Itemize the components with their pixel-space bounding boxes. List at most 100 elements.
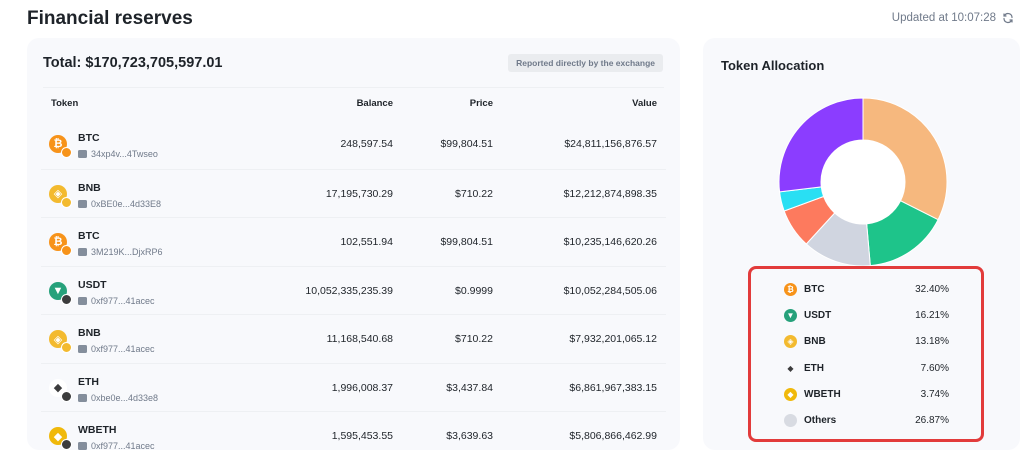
table-row[interactable]: ₿ BTC 3M219K...DjxRP6 102,551.94 $99,804…: [41, 217, 666, 266]
price-cell: $3,639.63: [446, 430, 493, 442]
table-header: Token Balance Price Value: [27, 90, 680, 120]
legend-percent: 7.60%: [920, 362, 949, 374]
price-cell: $3,437.84: [446, 381, 493, 394]
btc-icon: ₿: [784, 283, 797, 296]
token-symbol: BNB: [78, 181, 101, 194]
token-address[interactable]: 0xf977...41acec: [78, 296, 155, 306]
table-row[interactable]: ◆ WBETH 0xf977...41acec 1,595,453.55 $3,…: [41, 411, 666, 450]
balance-cell: 10,052,335,235.39: [305, 284, 393, 297]
eth-icon: ◆: [787, 363, 794, 373]
legend-name: WBETH: [804, 388, 841, 400]
wallet-icon: [78, 199, 87, 208]
column-header-price: Price: [469, 98, 493, 109]
token-symbol: WBETH: [78, 424, 117, 436]
price-cell: $710.22: [455, 333, 493, 345]
legend-name: ETH: [804, 362, 824, 374]
bnb-icon: ◈: [49, 330, 72, 353]
allocation-legend: ₿ BTC 32.40% ▼ USDT 16.21% ◈ BNB 13.18% …: [748, 266, 984, 442]
others-icon: [784, 414, 797, 427]
page-title: Financial reserves: [27, 8, 193, 29]
wallet-icon: [78, 150, 87, 158]
balance-cell: 17,195,730.29: [325, 187, 393, 200]
wbeth-icon: ◆: [49, 427, 72, 450]
table-body: ₿ BTC 34xp4v...4Twseo 248,597.54 $99,804…: [27, 120, 680, 450]
btc-icon: ₿: [49, 233, 72, 256]
address-text: 0xbe0e...4d33e8: [91, 392, 159, 403]
donut-hole: [821, 140, 905, 224]
address-text: 0xf977...41acec: [91, 295, 155, 306]
price-cell: $710.22: [455, 187, 493, 200]
value-cell: $12,212,874,898.35: [563, 187, 657, 200]
value-cell: $24,811,156,876.57: [564, 138, 657, 150]
value-cell: $10,235,146,620.26: [563, 236, 657, 248]
token-symbol: ETH: [78, 375, 99, 388]
address-text: 0xf977...41acec: [91, 441, 155, 450]
table-row[interactable]: ◆ ETH 0xbe0e...4d33e8 1,996,008.37 $3,43…: [41, 362, 666, 412]
legend-item-bnb[interactable]: ◈ BNB 13.18%: [784, 334, 949, 350]
eth-icon: ◆: [49, 378, 72, 402]
legend-item-others[interactable]: Others 26.87%: [784, 413, 949, 429]
token-address[interactable]: 0xf977...41acec: [78, 344, 155, 354]
price-cell: $99,804.51: [440, 236, 493, 248]
price-cell: $0.9999: [455, 284, 493, 297]
allocation-donut-chart: [778, 97, 948, 267]
token-address[interactable]: 0xf977...41acec: [78, 441, 155, 450]
value-cell: $5,806,866,462.99: [569, 430, 657, 442]
address-text: 0xBE0e...4d33E8: [91, 198, 162, 209]
table-row[interactable]: ◈ BNB 0xf977...41acec 11,168,540.68 $710…: [41, 314, 666, 363]
reserves-table-card: Total: $170,723,705,597.01 Reported dire…: [27, 38, 680, 450]
bnb-icon: ◈: [784, 335, 797, 349]
legend-percent: 16.21%: [915, 310, 949, 322]
bnb-icon: ◈: [49, 184, 72, 208]
legend-name: USDT: [804, 310, 832, 322]
wallet-icon: [78, 248, 87, 256]
column-header-value: Value: [632, 98, 657, 109]
refresh-icon[interactable]: [1002, 12, 1014, 24]
btc-icon: ₿: [49, 135, 72, 158]
token-symbol: USDT: [78, 278, 107, 291]
legend-percent: 26.87%: [915, 415, 949, 426]
price-cell: $99,804.51: [440, 138, 493, 150]
legend-item-btc[interactable]: ₿ BTC 32.40%: [784, 282, 949, 298]
updated-text: Updated at 10:07:28: [891, 12, 996, 24]
column-header-token: Token: [51, 98, 79, 109]
legend-item-usdt[interactable]: ▼ USDT 16.21%: [784, 308, 949, 324]
value-cell: $7,932,201,065.12: [569, 333, 657, 345]
table-row[interactable]: ₿ BTC 34xp4v...4Twseo 248,597.54 $99,804…: [41, 120, 666, 169]
token-address[interactable]: 34xp4v...4Twseo: [78, 149, 158, 159]
wallet-icon: [78, 442, 87, 450]
wallet-icon: [78, 345, 87, 353]
legend-name: BTC: [804, 284, 825, 295]
wallet-icon: [78, 296, 87, 305]
token-symbol: BTC: [78, 230, 100, 242]
address-text: 3M219K...DjxRP6: [91, 247, 163, 257]
token-address[interactable]: 0xbe0e...4d33e8: [78, 393, 158, 403]
balance-cell: 1,996,008.37: [331, 381, 393, 394]
token-symbol: BTC: [78, 132, 100, 144]
wallet-icon: [78, 393, 87, 402]
legend-item-eth[interactable]: ◆ ETH 7.60%: [784, 361, 949, 377]
wbeth-icon: ◆: [784, 387, 797, 401]
balance-cell: 11,168,540.68: [326, 333, 393, 345]
legend-percent: 3.74%: [920, 388, 949, 400]
address-text: 0xf977...41acec: [91, 344, 155, 354]
legend-name: Others: [804, 415, 837, 426]
address-text: 34xp4v...4Twseo: [91, 149, 158, 159]
token-address[interactable]: 0xBE0e...4d33E8: [78, 199, 161, 209]
legend-percent: 13.18%: [915, 336, 949, 348]
divider: [43, 87, 664, 88]
token-address[interactable]: 3M219K...DjxRP6: [78, 247, 163, 257]
balance-cell: 102,551.94: [340, 236, 393, 248]
column-header-balance: Balance: [356, 98, 393, 109]
table-row[interactable]: ▼ USDT 0xf977...41acec 10,052,335,235.39…: [41, 265, 666, 315]
token-symbol: BNB: [78, 327, 101, 339]
value-cell: $10,052,284,505.06: [563, 284, 657, 297]
usdt-icon: ▼: [784, 309, 797, 323]
updated-status: Updated at 10:07:28: [892, 12, 1014, 24]
legend-name: BNB: [804, 336, 826, 348]
legend-item-wbeth[interactable]: ◆ WBETH 3.74%: [784, 387, 949, 403]
usdt-icon: ▼: [49, 281, 72, 305]
total-value: Total: $170,723,705,597.01: [43, 55, 223, 71]
table-row[interactable]: ◈ BNB 0xBE0e...4d33E8 17,195,730.29 $710…: [41, 168, 666, 218]
value-cell: $6,861,967,383.15: [569, 381, 657, 394]
